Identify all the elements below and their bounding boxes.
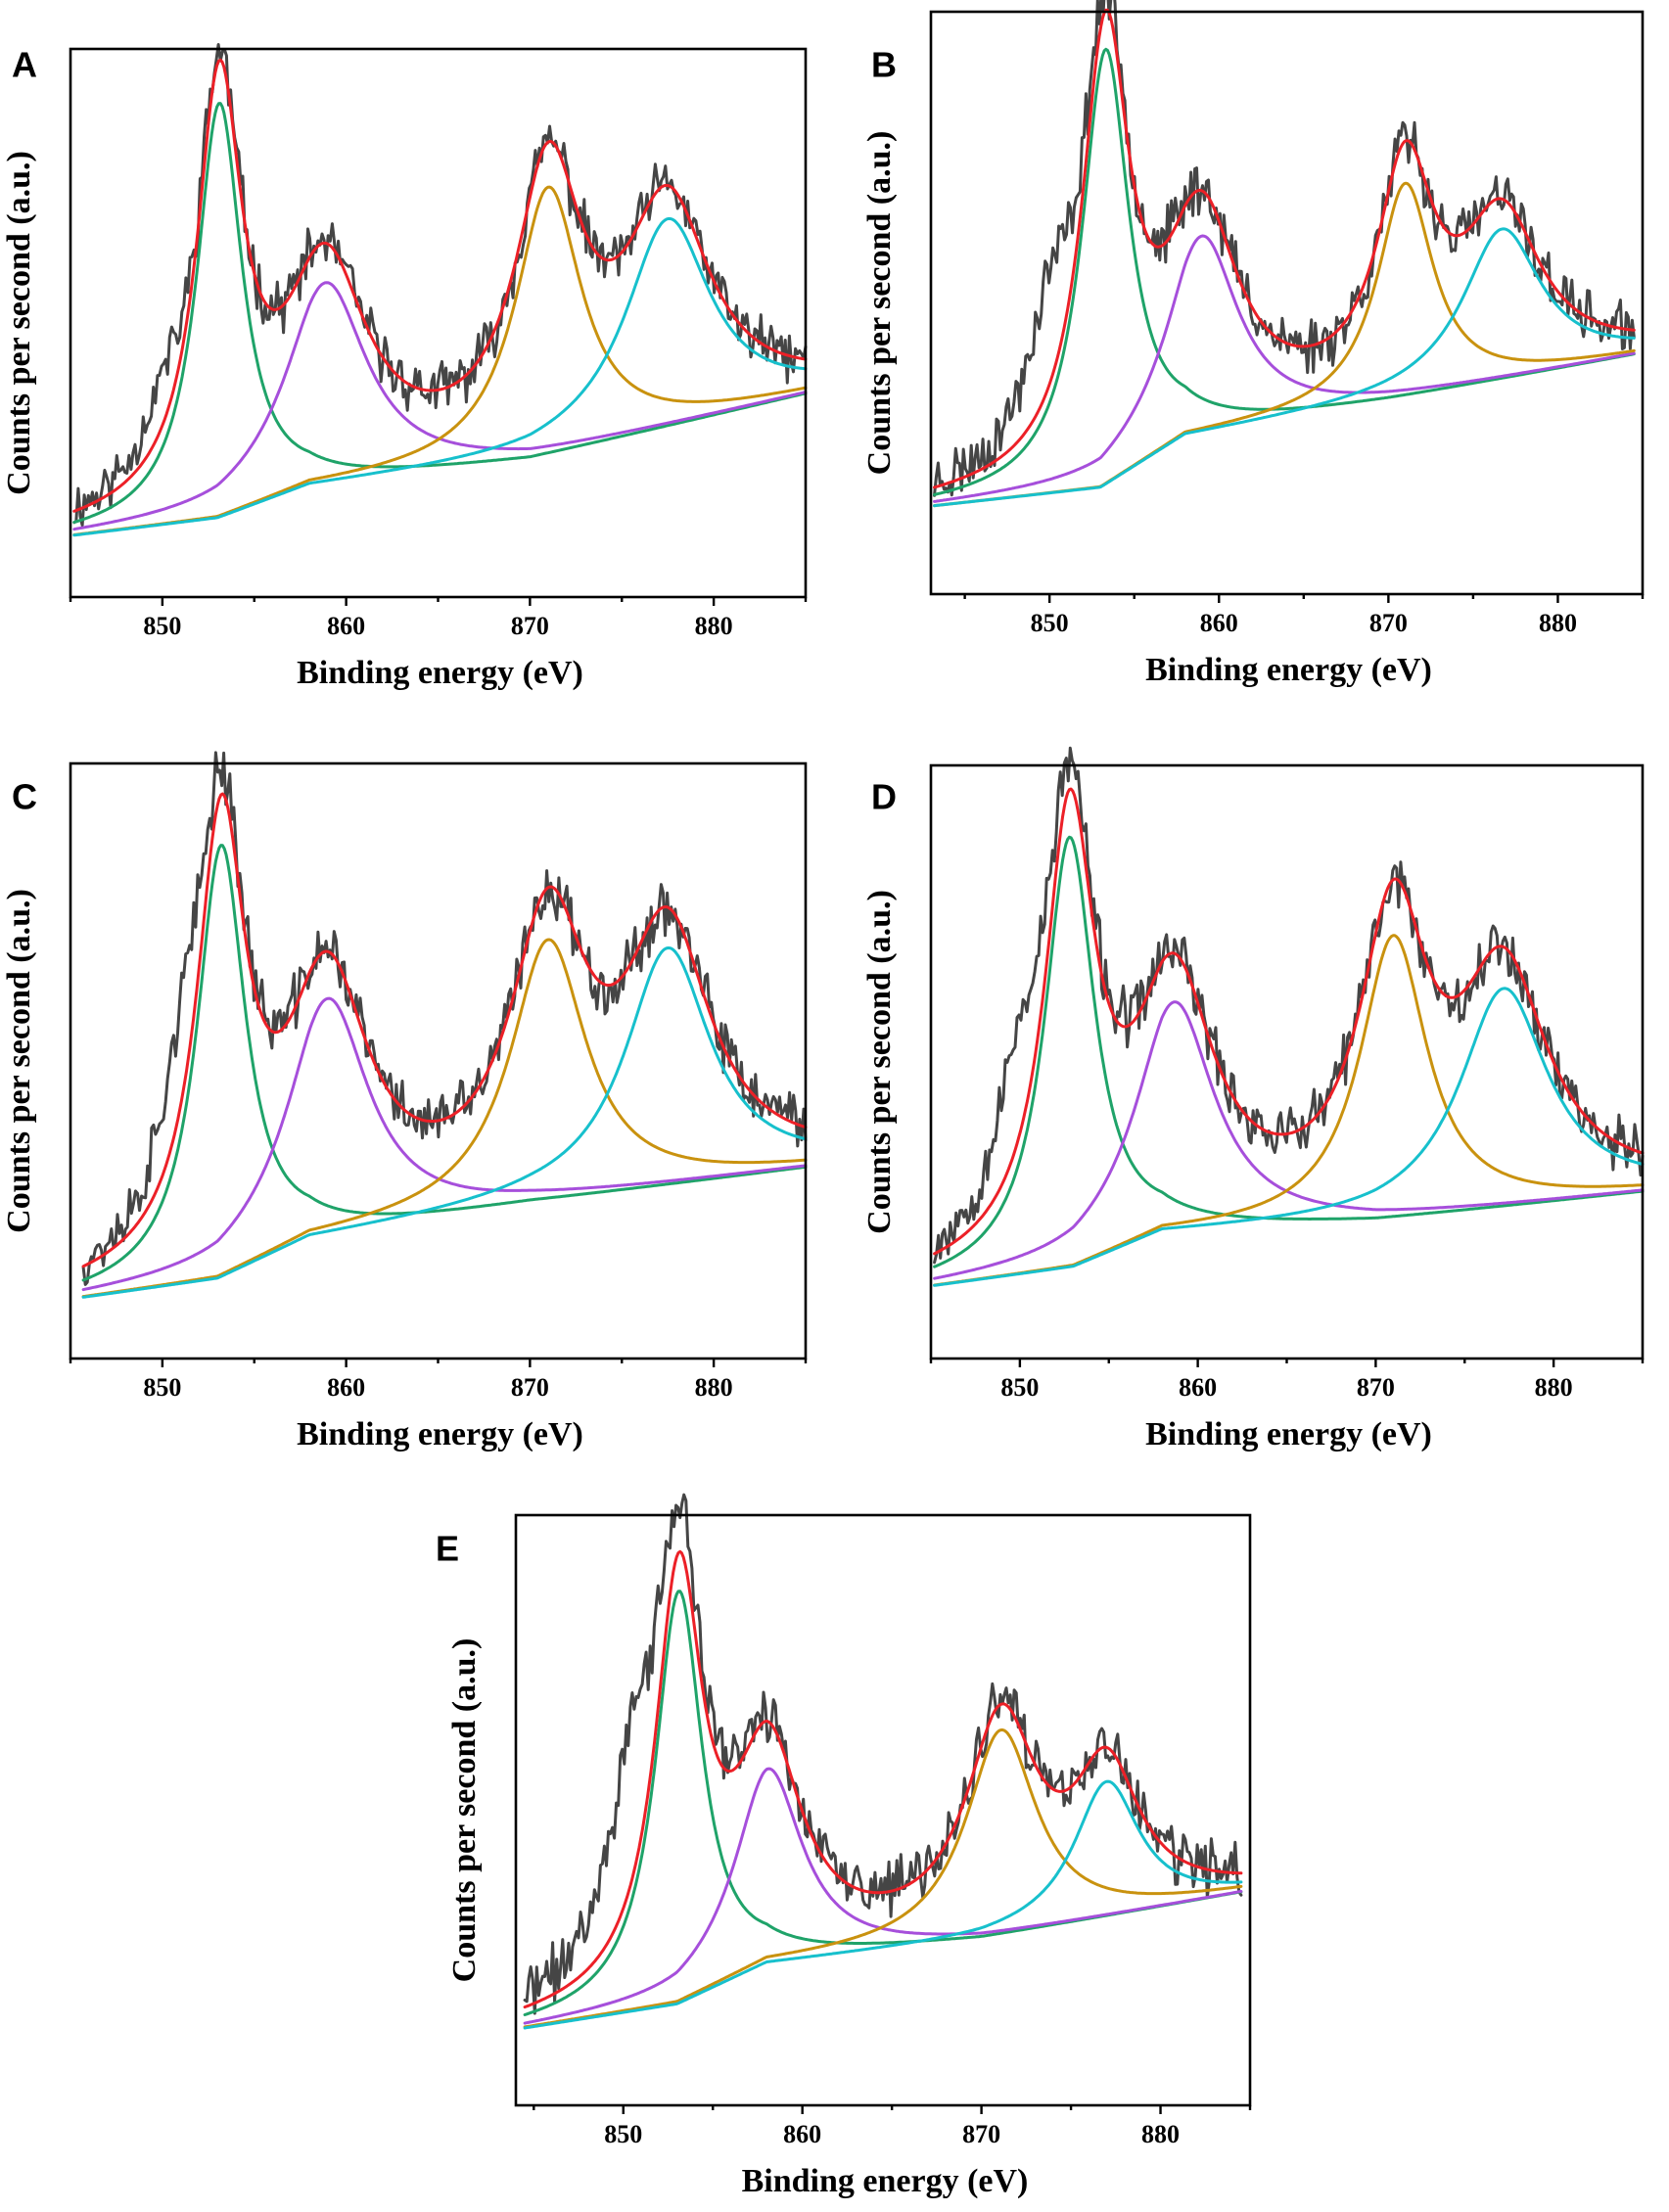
plot-area [523,1493,1243,2030]
panel-label: C [12,776,37,816]
x-tick-label: 860 [1179,1373,1217,1402]
plot-frame [69,761,808,1360]
raw-spectrum-line [81,751,808,1286]
chart-panel-d: D 850 860 870 880 Binding energy (eV) Counts p… [861,746,1645,1452]
plot-frame [514,1513,1252,2107]
x-tick-label: 860 [1200,609,1238,637]
y-axis-title: Counts per second (a.u.) [861,890,898,1234]
x-axis-title: Binding energy (eV) [297,1416,583,1452]
panel-label: D [871,776,897,816]
envelope-fit-line [81,792,808,1268]
envelope-fit-line [933,787,1645,1256]
raw-spectrum-line [933,0,1636,497]
envelope-fit-line [72,58,808,513]
y-axis-title: Counts per second (a.u.) [1,889,37,1233]
x-tick-label: 850 [143,1373,181,1402]
component-purple-line [933,234,1636,503]
x-tick-label: 860 [327,612,365,640]
x-tick-label: 870 [962,2120,1000,2148]
component-orange-line [933,181,1636,508]
x-axis-title: Binding energy (eV) [742,2163,1029,2199]
chart-panel-e: E 850 860 870 880 Binding energy (eV) Counts p… [436,1493,1252,2199]
raw-spectrum-line [72,43,808,528]
component-purple-line [933,1000,1645,1280]
plot-frame [929,10,1645,596]
x-tick-label: 880 [1539,609,1577,637]
x-tick-label: 880 [695,612,733,640]
component-green-line [81,844,808,1282]
x-tick-label: 850 [143,612,181,640]
component-cyan-line [81,946,808,1299]
component-purple-line [523,1767,1243,2025]
x-tick-label: 880 [1535,1373,1573,1402]
component-cyan-line [72,216,808,537]
panel-label: A [12,44,37,84]
raw-spectrum-line [933,746,1645,1265]
y-axis-title: Counts per second (a.u.) [1,151,37,495]
x-tick-label: 860 [327,1373,365,1402]
component-orange-line [933,934,1645,1287]
component-green-line [523,1590,1243,2016]
y-axis-title: Counts per second (a.u.) [446,1638,483,1983]
chart-panel-b: B 850 860 870 880 Binding energy (eV) Counts p… [861,0,1645,688]
x-tick-label: 850 [1000,1373,1039,1402]
component-purple-line [72,281,808,531]
x-axis-title: Binding energy (eV) [1145,652,1432,688]
component-green-line [933,47,1636,496]
x-tick-label: 860 [783,2120,821,2148]
chart-panel-a: A 850 860 870 880 Binding energy (eV) Counts p… [1,43,808,691]
x-axis-title: Binding energy (eV) [297,655,583,691]
component-orange-line [523,1728,1243,2029]
component-green-line [72,102,808,525]
x-tick-label: 870 [1369,609,1408,637]
component-cyan-line [933,227,1636,508]
plot-area [933,746,1645,1287]
x-tick-label: 870 [1357,1373,1395,1402]
component-green-line [933,835,1645,1268]
component-cyan-line [523,1779,1243,2030]
component-orange-line [81,938,808,1299]
envelope-fit-line [523,1549,1243,2009]
x-tick-label: 880 [1141,2120,1180,2148]
component-purple-line [81,996,808,1292]
chart-panel-c: C 850 860 870 880 Binding energy (eV) Counts p… [1,751,808,1452]
plot-area [81,751,808,1299]
plot-area [933,0,1636,508]
x-axis-title: Binding energy (eV) [1145,1416,1432,1452]
x-tick-label: 850 [604,2120,642,2148]
panel-label: E [436,1528,459,1568]
component-cyan-line [933,987,1645,1287]
plot-area [72,43,808,537]
y-axis-title: Counts per second (a.u.) [861,131,898,476]
envelope-fit-line [933,8,1636,489]
raw-spectrum-line [523,1493,1243,2015]
x-tick-label: 870 [511,612,549,640]
x-tick-label: 850 [1031,609,1069,637]
panel-label: B [871,44,897,84]
x-tick-label: 870 [511,1373,549,1402]
x-tick-label: 880 [695,1373,733,1402]
